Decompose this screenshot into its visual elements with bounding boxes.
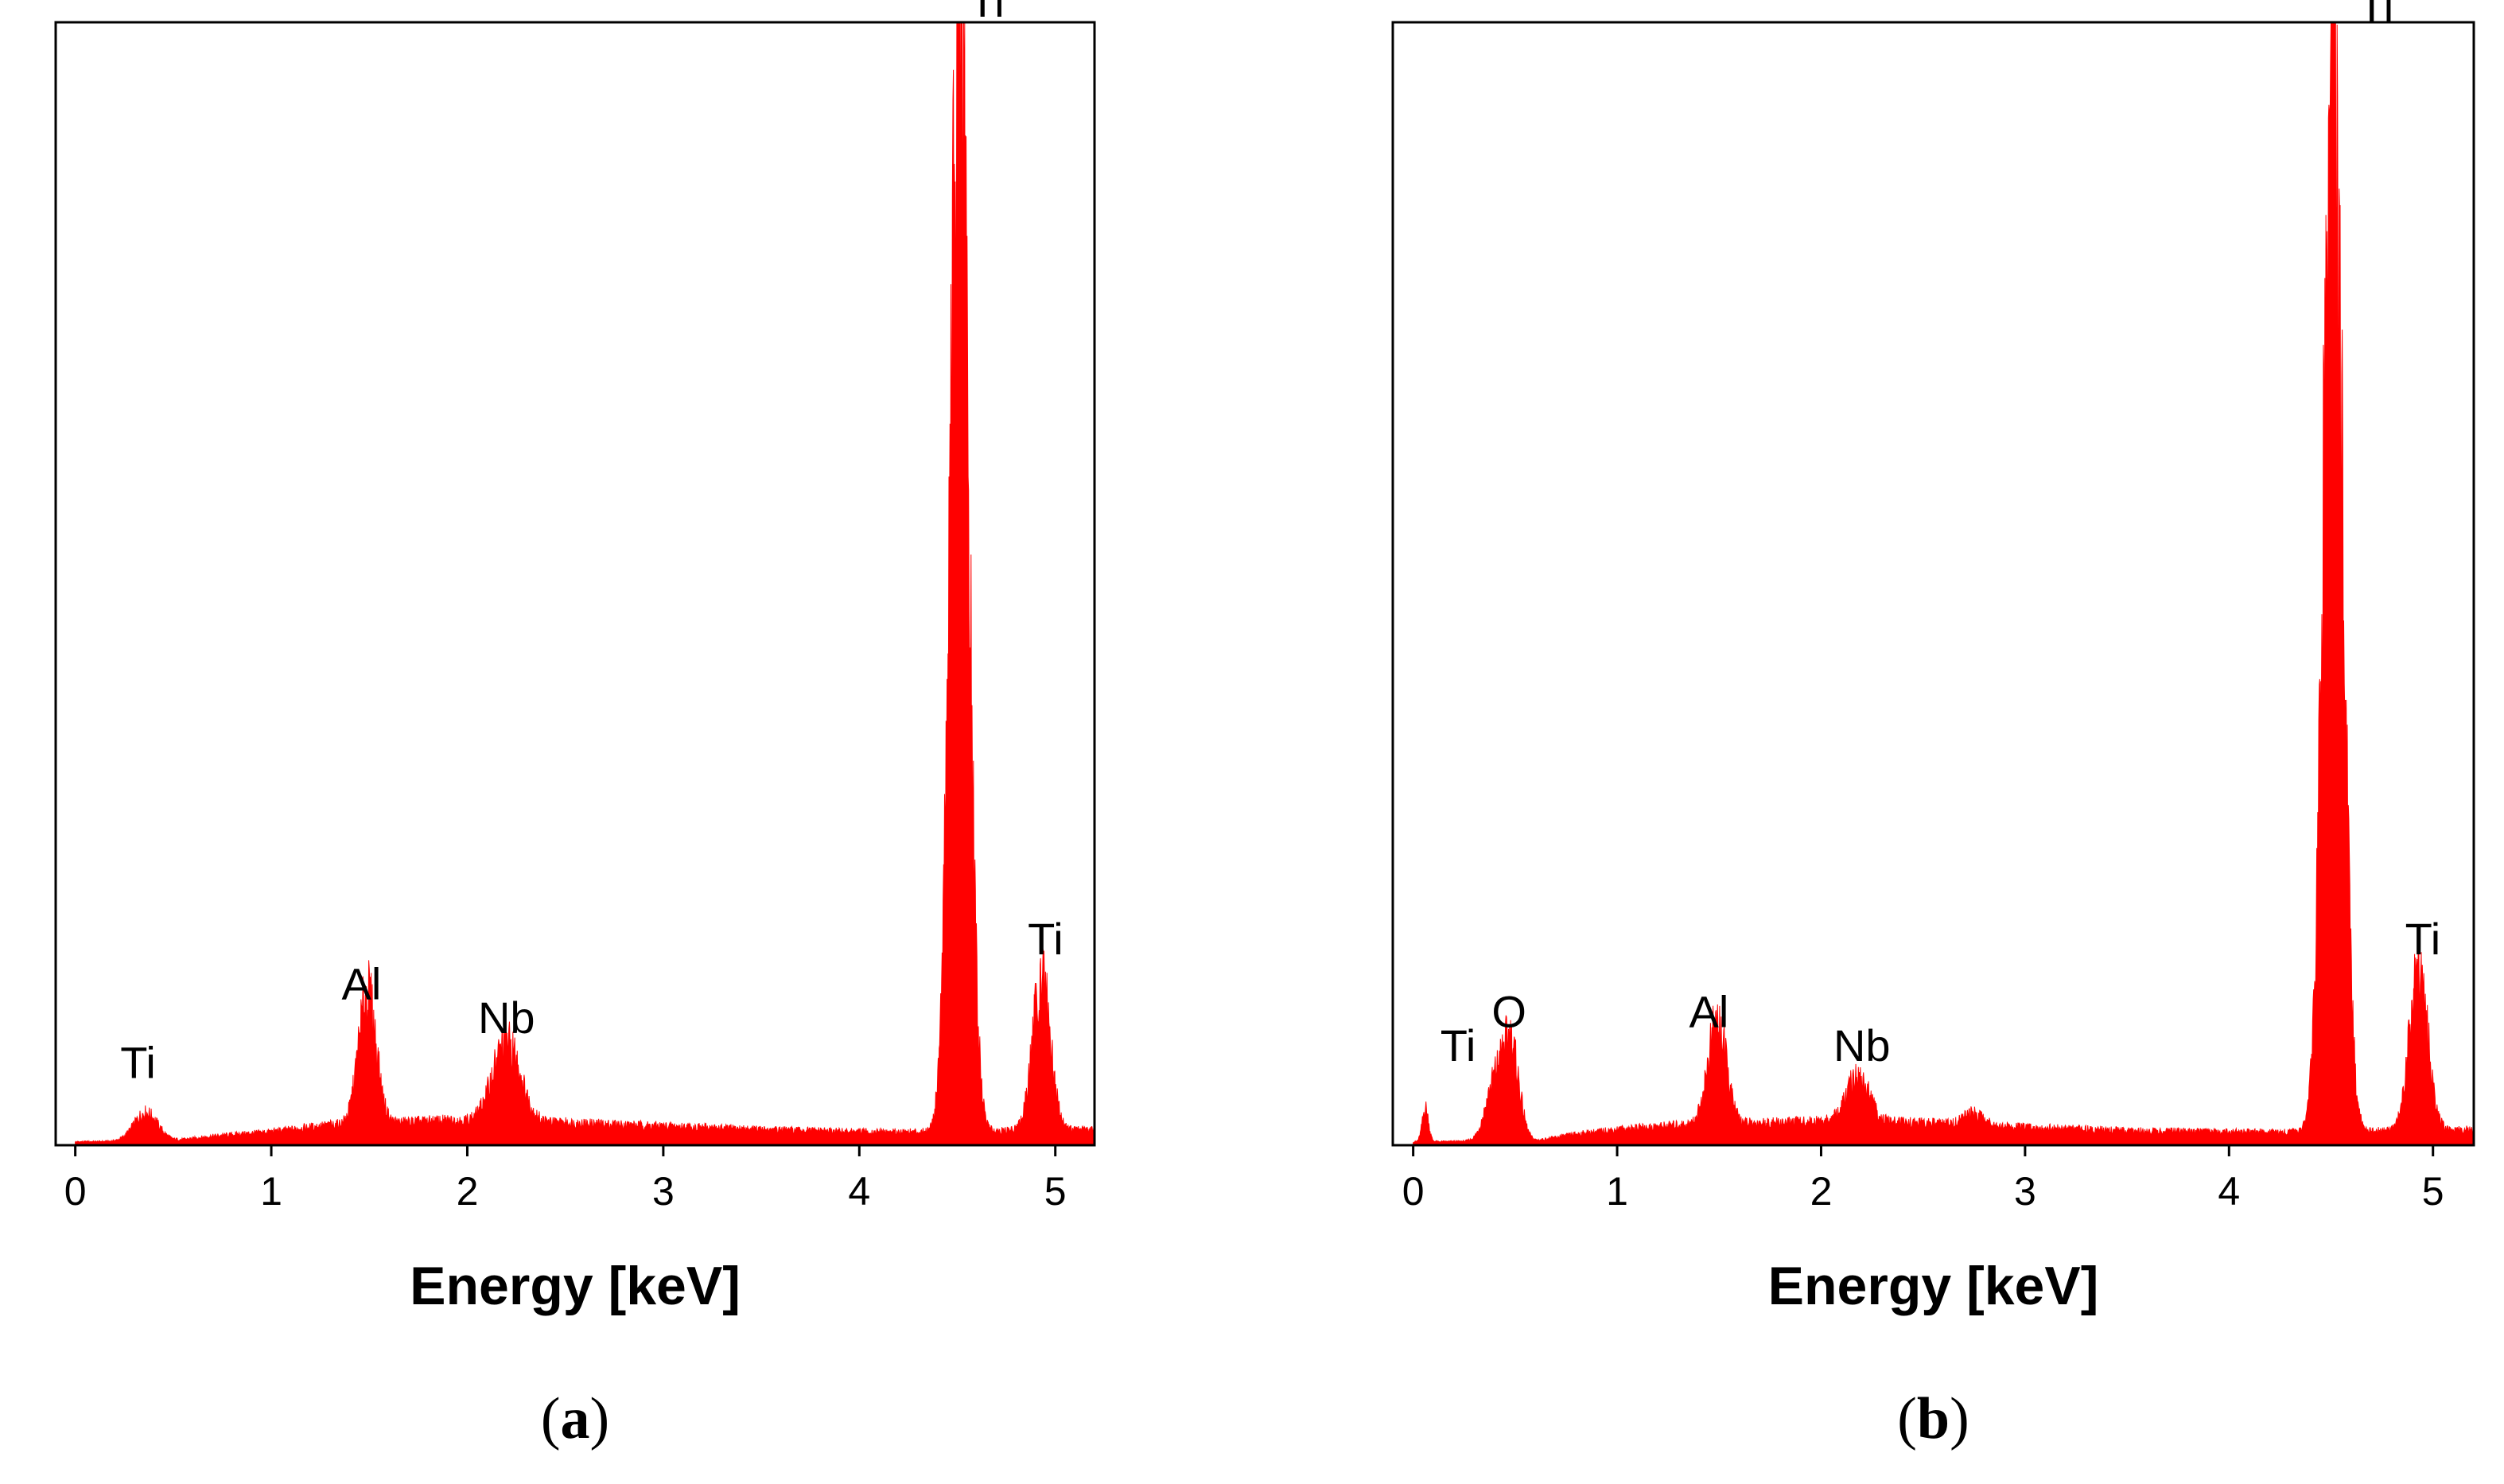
x-tick-label-5: 5 (1044, 1169, 1067, 1214)
peak-label-2: Al (1689, 987, 1729, 1037)
peak-label-1: O (1491, 987, 1526, 1037)
peak-label-3: Nb (1833, 1020, 1891, 1070)
x-tick-label-4: 4 (848, 1169, 870, 1214)
peak-label-5: Ti (2405, 914, 2441, 964)
plot-area (56, 22, 1095, 1145)
x-tick-label-0: 0 (64, 1169, 87, 1214)
peak-label-0: Ti (120, 1037, 156, 1087)
peak-label-3: Ti (969, 0, 1005, 26)
peak-label-0: Ti (1441, 1020, 1476, 1070)
x-tick-label-5: 5 (2422, 1169, 2444, 1214)
plot-area (1393, 22, 2474, 1145)
x-axis-title: Energy [keV] (410, 1256, 741, 1316)
spectrum-area (75, 21, 1095, 1146)
plot-frame (1391, 21, 2475, 1147)
x-tick-label-1: 1 (260, 1169, 282, 1214)
x-tick-label-3: 3 (652, 1169, 675, 1214)
spectrum-area (1413, 21, 2475, 1146)
x-tick-label-1: 1 (1606, 1169, 1628, 1214)
peak-label-1: Al (342, 958, 382, 1008)
peak-label-2: Nb (478, 993, 535, 1043)
panel-b-spectrum-chart: 0 1 2 3 4 5 Energy [keV] Ti O Al Nb Ti Ti (b) (1391, 0, 2475, 1451)
peak-label-4: Ti (2358, 0, 2394, 32)
x-tick-label-2: 2 (1810, 1169, 1833, 1214)
panel-label: (a) (541, 1386, 609, 1451)
plot-frame (54, 21, 1096, 1147)
panel-label: (b) (1897, 1386, 1969, 1451)
panel-a-spectrum-chart: 0 1 2 3 4 5 Energy [keV] Ti Al Nb Ti Ti (a) (54, 0, 1096, 1451)
x-tick-label-4: 4 (2218, 1169, 2240, 1214)
peak-label-4: Ti (1028, 914, 1063, 964)
x-tick-label-2: 2 (457, 1169, 479, 1214)
x-axis-title: Energy [keV] (1768, 1256, 2099, 1316)
x-tick-label-3: 3 (2014, 1169, 2036, 1214)
x-tick-label-0: 0 (1402, 1169, 1425, 1214)
